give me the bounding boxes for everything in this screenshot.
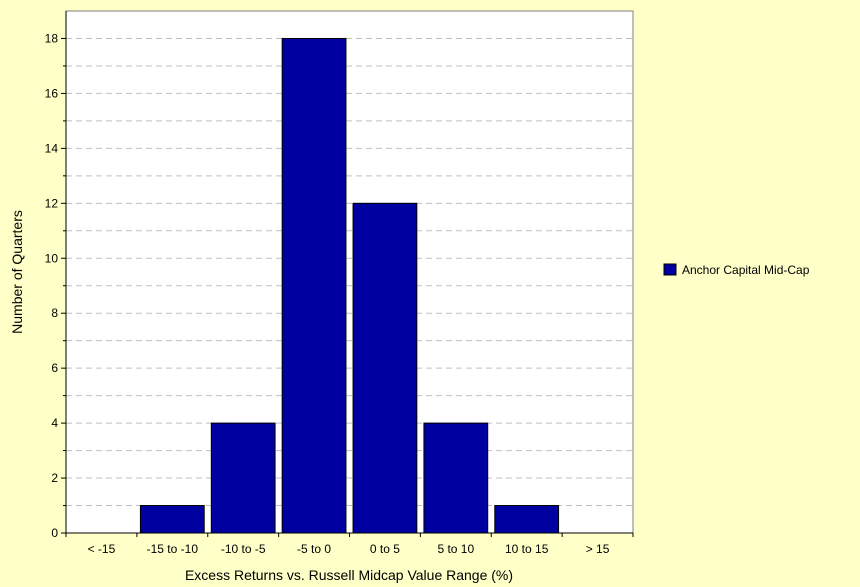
x-tick-label: -5 to 0 xyxy=(297,542,331,556)
y-tick-label: 0 xyxy=(51,526,58,540)
legend-swatch xyxy=(663,263,677,276)
grid-lines xyxy=(66,37,633,507)
bar xyxy=(494,505,560,534)
bar xyxy=(352,202,418,534)
legend-label: Anchor Capital Mid-Cap xyxy=(682,263,810,277)
bar xyxy=(423,422,489,534)
y-tick-label: 4 xyxy=(51,416,58,430)
y-tick-label: 8 xyxy=(51,306,58,320)
x-axis-title: Excess Returns vs. Russell Midcap Value … xyxy=(185,567,513,583)
x-tick-label: 0 to 5 xyxy=(370,542,400,556)
x-tick-label: -15 to -10 xyxy=(147,542,199,556)
y-tick-label: 12 xyxy=(45,196,59,210)
y-tick-label: 18 xyxy=(45,31,59,45)
bar xyxy=(210,422,276,534)
y-tick-label: 2 xyxy=(51,471,58,485)
x-axis: < -15 -15 to -10 -10 to -5 -5 to 0 0 to 5 5 t… xyxy=(65,532,634,556)
y-tick-label: 16 xyxy=(45,86,59,100)
bars xyxy=(139,37,560,534)
x-tick-label: > 15 xyxy=(586,542,610,556)
y-axis: 0 2 4 6 8 10 12 14 16 18 xyxy=(45,11,67,540)
y-axis-title: Number of Quarters xyxy=(9,210,25,334)
x-tick-label: -10 to -5 xyxy=(221,542,266,556)
x-tick-label: < -15 xyxy=(88,542,116,556)
x-tick-label: 10 to 15 xyxy=(505,542,549,556)
legend: Anchor Capital Mid-Cap xyxy=(663,263,810,277)
y-tick-label: 10 xyxy=(45,251,59,265)
plot-area xyxy=(65,10,634,534)
y-tick-label: 6 xyxy=(51,361,58,375)
bar xyxy=(281,37,347,534)
y-tick-label: 14 xyxy=(45,141,59,155)
bar xyxy=(139,505,205,534)
x-tick-label: 5 to 10 xyxy=(437,542,474,556)
